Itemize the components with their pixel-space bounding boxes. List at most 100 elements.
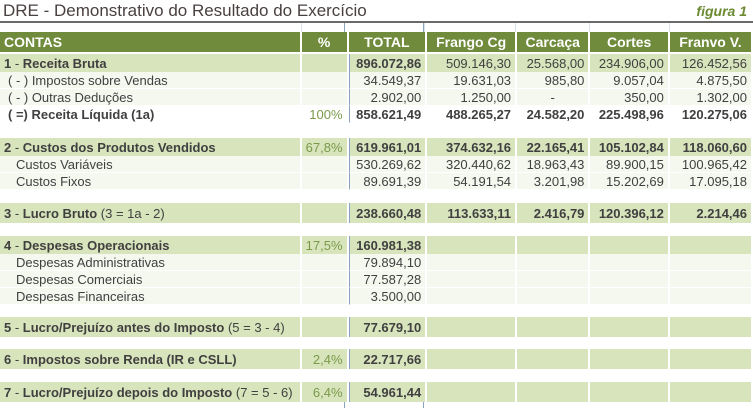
percent-cell: [301, 173, 349, 190]
carcaca-cell: 3.201,98: [517, 173, 591, 190]
account-label: Despesas Administrativas: [0, 254, 302, 271]
account-label: 5 - Lucro/Prejuízo antes do Imposto (5 =…: [0, 317, 302, 337]
title-bar: DRE - Demonstrativo do Resultado do Exer…: [0, 0, 753, 23]
carcaca-cell: [517, 382, 591, 402]
percent-cell: [301, 254, 349, 271]
cortes-cell: [590, 288, 670, 305]
table-row: ( - ) Impostos sobre Vendas 34.549,37 19…: [0, 72, 753, 89]
franvo-cell: 4.875,50: [669, 72, 753, 89]
account-label: 2 - Custos dos Produtos Vendidos: [0, 138, 302, 156]
cortes-cell: [590, 271, 670, 288]
column-header-percent: %: [301, 32, 349, 52]
cortes-cell: 9.057,04: [590, 72, 670, 89]
carcaca-cell: 2.416,79: [517, 203, 591, 223]
percent-cell: [301, 89, 349, 106]
carcaca-cell: [517, 236, 591, 254]
cortes-cell: 225.498,96: [590, 106, 670, 123]
frango-cell: [427, 288, 518, 305]
cortes-cell: 350,00: [590, 89, 670, 106]
carcaca-cell: 18.963,43: [517, 156, 591, 173]
frango-cell: [427, 271, 518, 288]
franvo-cell: 120.275,06: [669, 106, 753, 123]
total-cell: 77.587,28: [348, 271, 428, 288]
frango-cell: [427, 317, 518, 337]
carcaca-cell: 25.568,00: [517, 54, 591, 72]
frango-cell: 1.250,00: [427, 89, 518, 106]
account-label: 3 - Lucro Bruto (3 = 1a - 2): [0, 203, 302, 223]
percent-cell: [301, 156, 349, 173]
table-row: 2 - Custos dos Produtos Vendidos 67,8% 6…: [0, 138, 753, 156]
table-row: 5 - Lucro/Prejuízo antes do Imposto (5 =…: [0, 317, 753, 337]
frango-cell: 488.265,27: [427, 106, 518, 123]
franvo-cell: [669, 254, 753, 271]
table-row: 3 - Lucro Bruto (3 = 1a - 2) 238.660,48 …: [0, 203, 753, 223]
franvo-cell: 118.060,60: [669, 138, 753, 156]
account-label: 4 - Despesas Operacionais: [0, 236, 302, 254]
frango-cell: [427, 349, 518, 369]
carcaca-cell: 985,80: [517, 72, 591, 89]
table-row: 7 - Lucro/Prejuízo depois do Imposto (7 …: [0, 382, 753, 402]
frango-cell: 509.146,30: [427, 54, 518, 72]
total-cell: 22.717,66: [348, 349, 428, 369]
franvo-cell: [669, 317, 753, 337]
franvo-cell: 100.965,42: [669, 156, 753, 173]
column-header-contas: CONTAS: [0, 32, 302, 52]
percent-cell: [301, 288, 349, 305]
total-cell: 77.679,10: [348, 317, 428, 337]
column-header-carcaca: Carcaça: [517, 32, 591, 52]
column-header-frango-cg: Frango Cg: [427, 32, 518, 52]
total-cell: 160.981,38: [348, 236, 428, 254]
carcaca-cell: [517, 271, 591, 288]
cortes-cell: [590, 349, 670, 369]
cortes-cell: 89.900,15: [590, 156, 670, 173]
cortes-cell: 105.102,84: [590, 138, 670, 156]
franvo-cell: [669, 382, 753, 402]
table-row: ( - ) Outras Deduções 2.902,00 1.250,00 …: [0, 89, 753, 106]
table-row: Despesas Comerciais 77.587,28: [0, 271, 753, 288]
carcaca-cell: [517, 317, 591, 337]
column-divider: [515, 23, 516, 32]
column-header-cortes: Cortes: [590, 32, 670, 52]
cortes-cell: 120.396,12: [590, 203, 670, 223]
frango-cell: [427, 236, 518, 254]
percent-cell: [301, 72, 349, 89]
table-row: Despesas Administrativas 79.894,10: [0, 254, 753, 271]
percent-cell: 67,8%: [301, 138, 349, 156]
percent-cell: [301, 317, 349, 337]
page-title: DRE - Demonstrativo do Resultado do Exer…: [3, 1, 367, 20]
carcaca-cell: 22.165,41: [517, 138, 591, 156]
frango-cell: 320.440,62: [427, 156, 518, 173]
account-label: Despesas Financeiras: [0, 288, 302, 305]
carcaca-cell: -: [517, 89, 591, 106]
account-label: ( - ) Outras Deduções: [0, 89, 302, 106]
franvo-cell: [669, 271, 753, 288]
cortes-cell: 234.906,00: [590, 54, 670, 72]
total-cell: 2.902,00: [348, 89, 428, 106]
percent-cell: 100%: [301, 106, 349, 123]
frango-cell: 54.191,54: [427, 173, 518, 190]
table-row: 6 - Impostos sobre Renda (IR e CSLL) 2,4…: [0, 349, 753, 369]
column-divider: [669, 23, 670, 32]
account-label: Custos Variáveis: [0, 156, 302, 173]
dre-table: CONTAS % TOTAL Frango Cg Carcaça Cortes …: [0, 32, 753, 402]
cortes-cell: 15.202,69: [590, 173, 670, 190]
cortes-cell: [590, 254, 670, 271]
total-cell: 896.072,86: [348, 54, 428, 72]
account-label: 6 - Impostos sobre Renda (IR e CSLL): [0, 349, 302, 369]
percent-cell: [301, 271, 349, 288]
carcaca-cell: [517, 288, 591, 305]
total-cell: 3.500,00: [348, 288, 428, 305]
table-row: 1 - Receita Bruta 896.072,86 509.146,30 …: [0, 54, 753, 72]
column-divider: [424, 23, 425, 32]
table-row: 4 - Despesas Operacionais 17,5% 160.981,…: [0, 236, 753, 254]
account-label: ( =) Receita Líquida (1a): [0, 106, 302, 123]
total-cell: 858.621,49: [348, 106, 428, 123]
franvo-cell: [669, 349, 753, 369]
frango-cell: [427, 382, 518, 402]
account-label: 1 - Receita Bruta: [0, 54, 302, 72]
total-cell: 89.691,39: [348, 173, 428, 190]
total-cell: 34.549,37: [348, 72, 428, 89]
franvo-cell: [669, 288, 753, 305]
account-label: Custos Fixos: [0, 173, 302, 190]
account-label: ( - ) Impostos sobre Vendas: [0, 72, 302, 89]
